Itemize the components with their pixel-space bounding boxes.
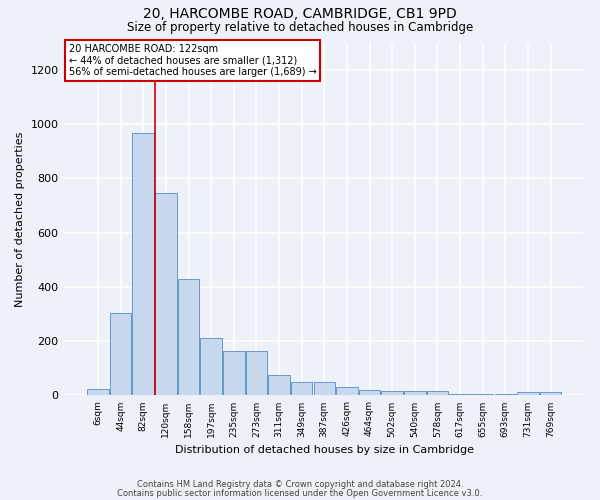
Text: Size of property relative to detached houses in Cambridge: Size of property relative to detached ho… — [127, 22, 473, 35]
Bar — [336, 386, 358, 396]
X-axis label: Distribution of detached houses by size in Cambridge: Distribution of detached houses by size … — [175, 445, 474, 455]
Text: Contains public sector information licensed under the Open Government Licence v3: Contains public sector information licen… — [118, 489, 482, 498]
Bar — [155, 193, 176, 396]
Bar — [494, 394, 516, 396]
Bar — [359, 390, 380, 396]
Bar — [404, 390, 425, 396]
Bar — [427, 392, 448, 396]
Bar — [133, 134, 154, 396]
Bar — [223, 350, 245, 396]
Bar — [314, 382, 335, 396]
Bar — [540, 392, 561, 396]
Bar — [245, 350, 267, 396]
Bar — [200, 338, 222, 396]
Text: 20 HARCOMBE ROAD: 122sqm
← 44% of detached houses are smaller (1,312)
56% of sem: 20 HARCOMBE ROAD: 122sqm ← 44% of detach… — [69, 44, 317, 78]
Bar — [268, 375, 290, 396]
Bar — [382, 390, 403, 396]
Bar — [517, 392, 539, 396]
Text: 20, HARCOMBE ROAD, CAMBRIDGE, CB1 9PD: 20, HARCOMBE ROAD, CAMBRIDGE, CB1 9PD — [143, 8, 457, 22]
Bar — [87, 388, 109, 396]
Bar — [472, 394, 493, 396]
Bar — [449, 394, 471, 396]
Y-axis label: Number of detached properties: Number of detached properties — [15, 132, 25, 306]
Bar — [110, 312, 131, 396]
Bar — [291, 382, 313, 396]
Text: Contains HM Land Registry data © Crown copyright and database right 2024.: Contains HM Land Registry data © Crown c… — [137, 480, 463, 489]
Bar — [178, 278, 199, 396]
